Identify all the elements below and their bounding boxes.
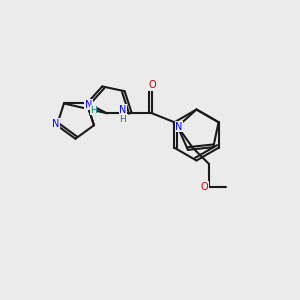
Text: N: N (176, 122, 183, 132)
Text: N: N (85, 100, 92, 110)
Text: O: O (201, 182, 208, 192)
Text: H: H (90, 106, 97, 115)
Text: O: O (148, 80, 156, 90)
Text: N: N (52, 119, 59, 129)
Text: N: N (119, 105, 127, 115)
Text: H: H (119, 115, 126, 124)
